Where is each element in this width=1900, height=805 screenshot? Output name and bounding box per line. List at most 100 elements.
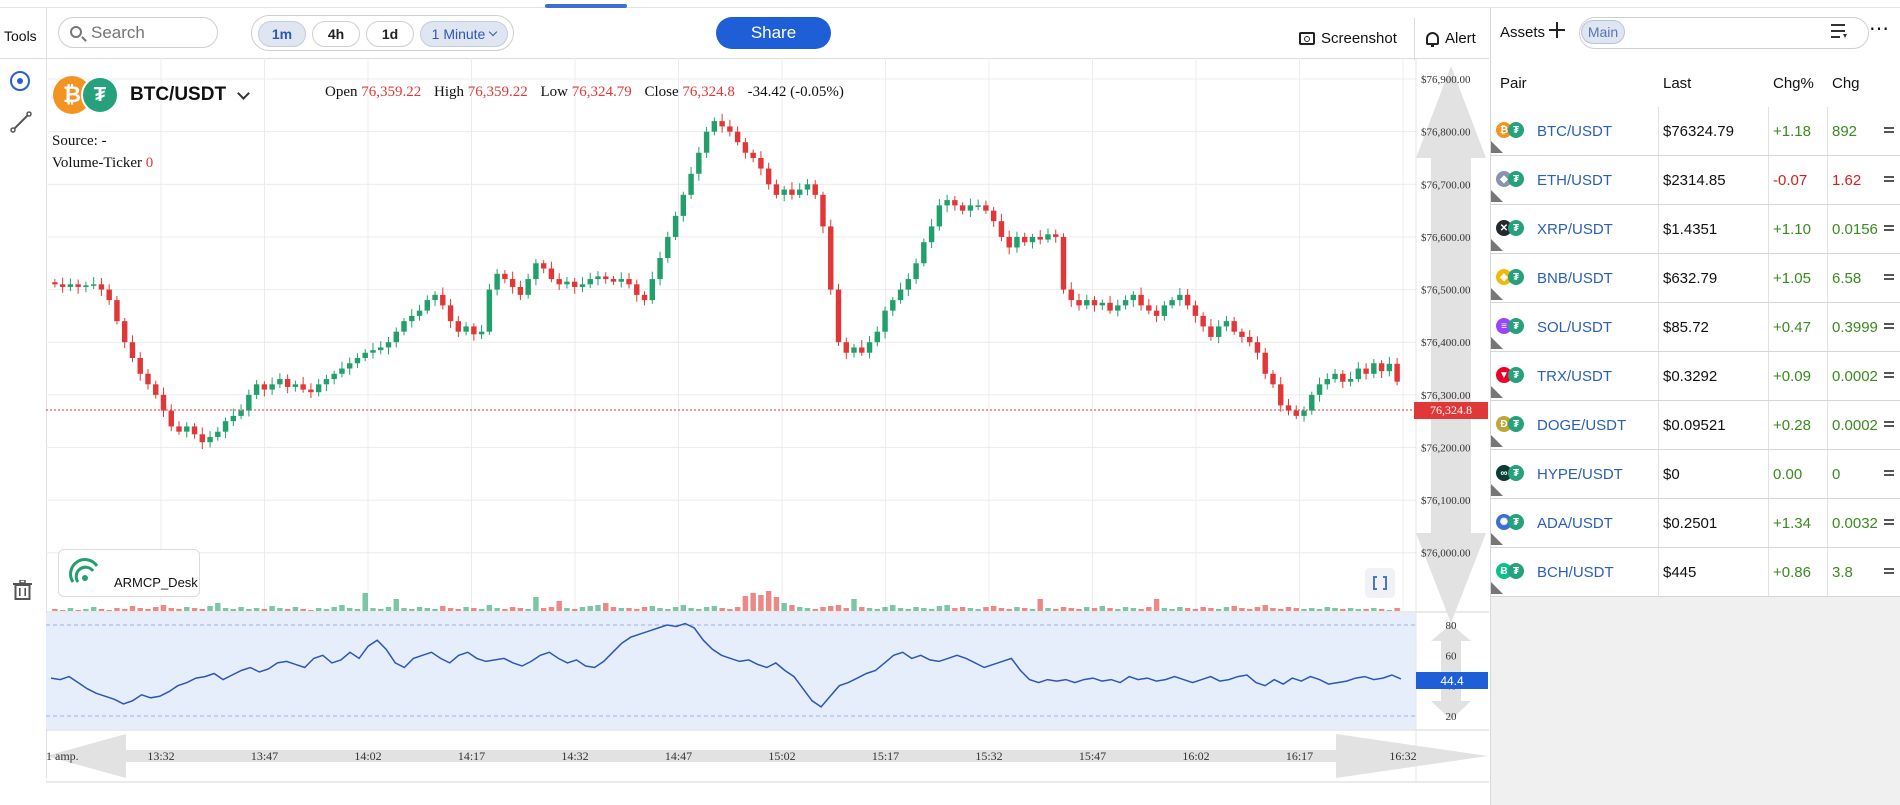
candle-body: [1029, 236, 1036, 243]
search-input[interactable]: [89, 22, 213, 44]
asset-change: 0: [1832, 465, 1841, 483]
candle-body: [680, 194, 687, 216]
header-pair[interactable]: Pair: [1500, 75, 1527, 92]
asset-symbol[interactable]: DOGE/USDT: [1537, 416, 1627, 434]
interval-1m-button[interactable]: 1m: [258, 21, 306, 47]
candle-body: [897, 289, 904, 301]
volume-bar: [137, 608, 143, 611]
asset-symbol[interactable]: BCH/USDT: [1537, 563, 1614, 581]
asset-symbol[interactable]: TRX/USDT: [1537, 367, 1612, 385]
trend-line-tool-icon[interactable]: [9, 110, 33, 134]
column-divider: [1768, 156, 1769, 204]
volume-bar: [1099, 606, 1106, 611]
more-options-icon[interactable]: ⋯: [1869, 18, 1890, 40]
header-chg-pct[interactable]: Chg%: [1773, 75, 1814, 92]
asset-row[interactable]: Ƀ ₮ BCH/USDT $445 +0.86 3.8: [1491, 548, 1900, 597]
watchlist-main-tag[interactable]: Main: [1581, 20, 1625, 44]
crosshair-tool-icon[interactable]: [10, 71, 30, 91]
drag-handle-icon[interactable]: [1884, 568, 1894, 574]
chart-symbol-header[interactable]: ₿ ₮ BTC/USDT: [53, 75, 250, 115]
asset-change-pct: -0.07: [1773, 171, 1808, 189]
candle-body: [230, 415, 237, 422]
drag-handle-icon[interactable]: [1884, 421, 1894, 427]
asset-row[interactable]: ✺ ₮ ADA/USDT $0.2501 +1.34 0.0032: [1491, 499, 1900, 548]
last-price-tag: 76,324.8: [1414, 402, 1488, 419]
asset-row[interactable]: ◈ ₮ BNB/USDT $632.79 +1.05 6.58: [1491, 254, 1900, 303]
chart-source-legend: Source: - Volume-Ticker 0: [52, 130, 153, 174]
search-box[interactable]: [58, 17, 218, 48]
candle-body: [750, 152, 756, 158]
asset-row[interactable]: ▼ ₮ TRX/USDT $0.3292 +0.09 0.0002: [1491, 352, 1900, 401]
open-label: Open: [325, 84, 358, 100]
asset-symbol[interactable]: SOL/USDT: [1537, 318, 1613, 336]
asset-change: 0.0032: [1832, 514, 1878, 532]
asset-symbol[interactable]: BTC/USDT: [1537, 122, 1612, 140]
candle-body: [440, 294, 446, 306]
asset-symbol[interactable]: HYPE/USDT: [1537, 465, 1623, 483]
candle-body: [354, 358, 361, 364]
fullscreen-icon[interactable]: [1365, 568, 1395, 598]
drag-handle-icon[interactable]: [1884, 127, 1894, 133]
asset-symbol[interactable]: ADA/USDT: [1537, 514, 1613, 532]
volume-bar: [207, 606, 213, 611]
header-last[interactable]: Last: [1663, 75, 1692, 92]
asset-symbol[interactable]: XRP/USDT: [1537, 220, 1613, 238]
interval-4h-button[interactable]: 4h: [312, 21, 360, 47]
asset-last-price: $632.79: [1663, 269, 1718, 287]
candle-body: [1084, 300, 1090, 306]
candle-body: [1208, 326, 1214, 337]
volume-bar: [98, 609, 105, 611]
screenshot-button[interactable]: Screenshot: [1299, 30, 1397, 47]
interval-1d-button[interactable]: 1d: [366, 21, 414, 47]
candle-body: [1371, 363, 1377, 374]
column-divider: [1768, 499, 1769, 547]
drag-handle-icon[interactable]: [1884, 372, 1894, 378]
volume-bar: [703, 607, 710, 611]
volume-bar: [727, 609, 733, 611]
volume-bar: [610, 607, 617, 611]
chevron-down-icon[interactable]: [237, 86, 250, 100]
candle-body: [610, 279, 617, 282]
row-corner-marker: [1491, 533, 1503, 545]
volume-bar: [571, 609, 578, 611]
asset-row[interactable]: ✕ ₮ XRP/USDT $1.4351 +1.10 0.0156: [1491, 205, 1900, 254]
volume-bar: [1239, 608, 1245, 611]
drag-handle-icon[interactable]: [1884, 176, 1894, 182]
add-asset-icon[interactable]: [1548, 21, 1566, 39]
header-chg[interactable]: Chg: [1832, 75, 1860, 92]
list-settings-icon[interactable]: [1831, 23, 1849, 39]
vertical-scale-arrows[interactable]: [1416, 66, 1486, 623]
price-tick-label: $76,900.00: [1421, 74, 1471, 86]
candle-body: [1270, 373, 1276, 385]
drag-handle-icon[interactable]: [1884, 470, 1894, 476]
asset-row[interactable]: ◆ ₮ ETH/USDT $2314.85 -0.07 1.62: [1491, 156, 1900, 205]
drag-handle-icon[interactable]: [1884, 323, 1894, 329]
price-chart[interactable]: $76,900.00 $76,800.00 $76,700.00 $76,600.00…: [46, 58, 1489, 783]
volume-bar: [1363, 609, 1369, 611]
drag-handle-icon[interactable]: [1884, 274, 1894, 280]
watchlist-tag-field[interactable]: [1579, 17, 1869, 49]
candle-body: [292, 384, 299, 387]
search-icon: [70, 26, 82, 38]
volume-bar: [1107, 608, 1113, 611]
asset-symbol[interactable]: ETH/USDT: [1537, 171, 1612, 189]
drag-handle-icon[interactable]: [1884, 225, 1894, 231]
candle-body: [98, 284, 105, 290]
trash-icon[interactable]: [13, 580, 32, 600]
volume-bar: [758, 595, 764, 611]
chevron-down-icon: [489, 27, 498, 37]
asset-symbol[interactable]: BNB/USDT: [1537, 269, 1613, 287]
drag-handle-icon[interactable]: [1884, 519, 1894, 525]
candle-body: [696, 152, 702, 174]
volume-bar: [796, 607, 803, 611]
time-tick-label: 14:32: [561, 749, 588, 763]
share-button[interactable]: Share: [716, 17, 831, 49]
asset-row[interactable]: ∞ ₮ HYPE/USDT $0 0.00 0: [1491, 450, 1900, 499]
alert-button[interactable]: Alert: [1426, 30, 1476, 47]
time-scale-arrows[interactable]: [46, 734, 1488, 778]
volume-bar: [641, 607, 648, 611]
asset-row[interactable]: Ð ₮ DOGE/USDT $0.09521 +0.28 0.0002: [1491, 401, 1900, 450]
asset-row[interactable]: ≡ ₮ SOL/USDT $85.72 +0.47 0.3999: [1491, 303, 1900, 352]
asset-row[interactable]: ₿ ₮ BTC/USDT $76324.79 +1.18 892: [1491, 107, 1900, 156]
interval-select[interactable]: 1 Minute: [420, 21, 508, 47]
